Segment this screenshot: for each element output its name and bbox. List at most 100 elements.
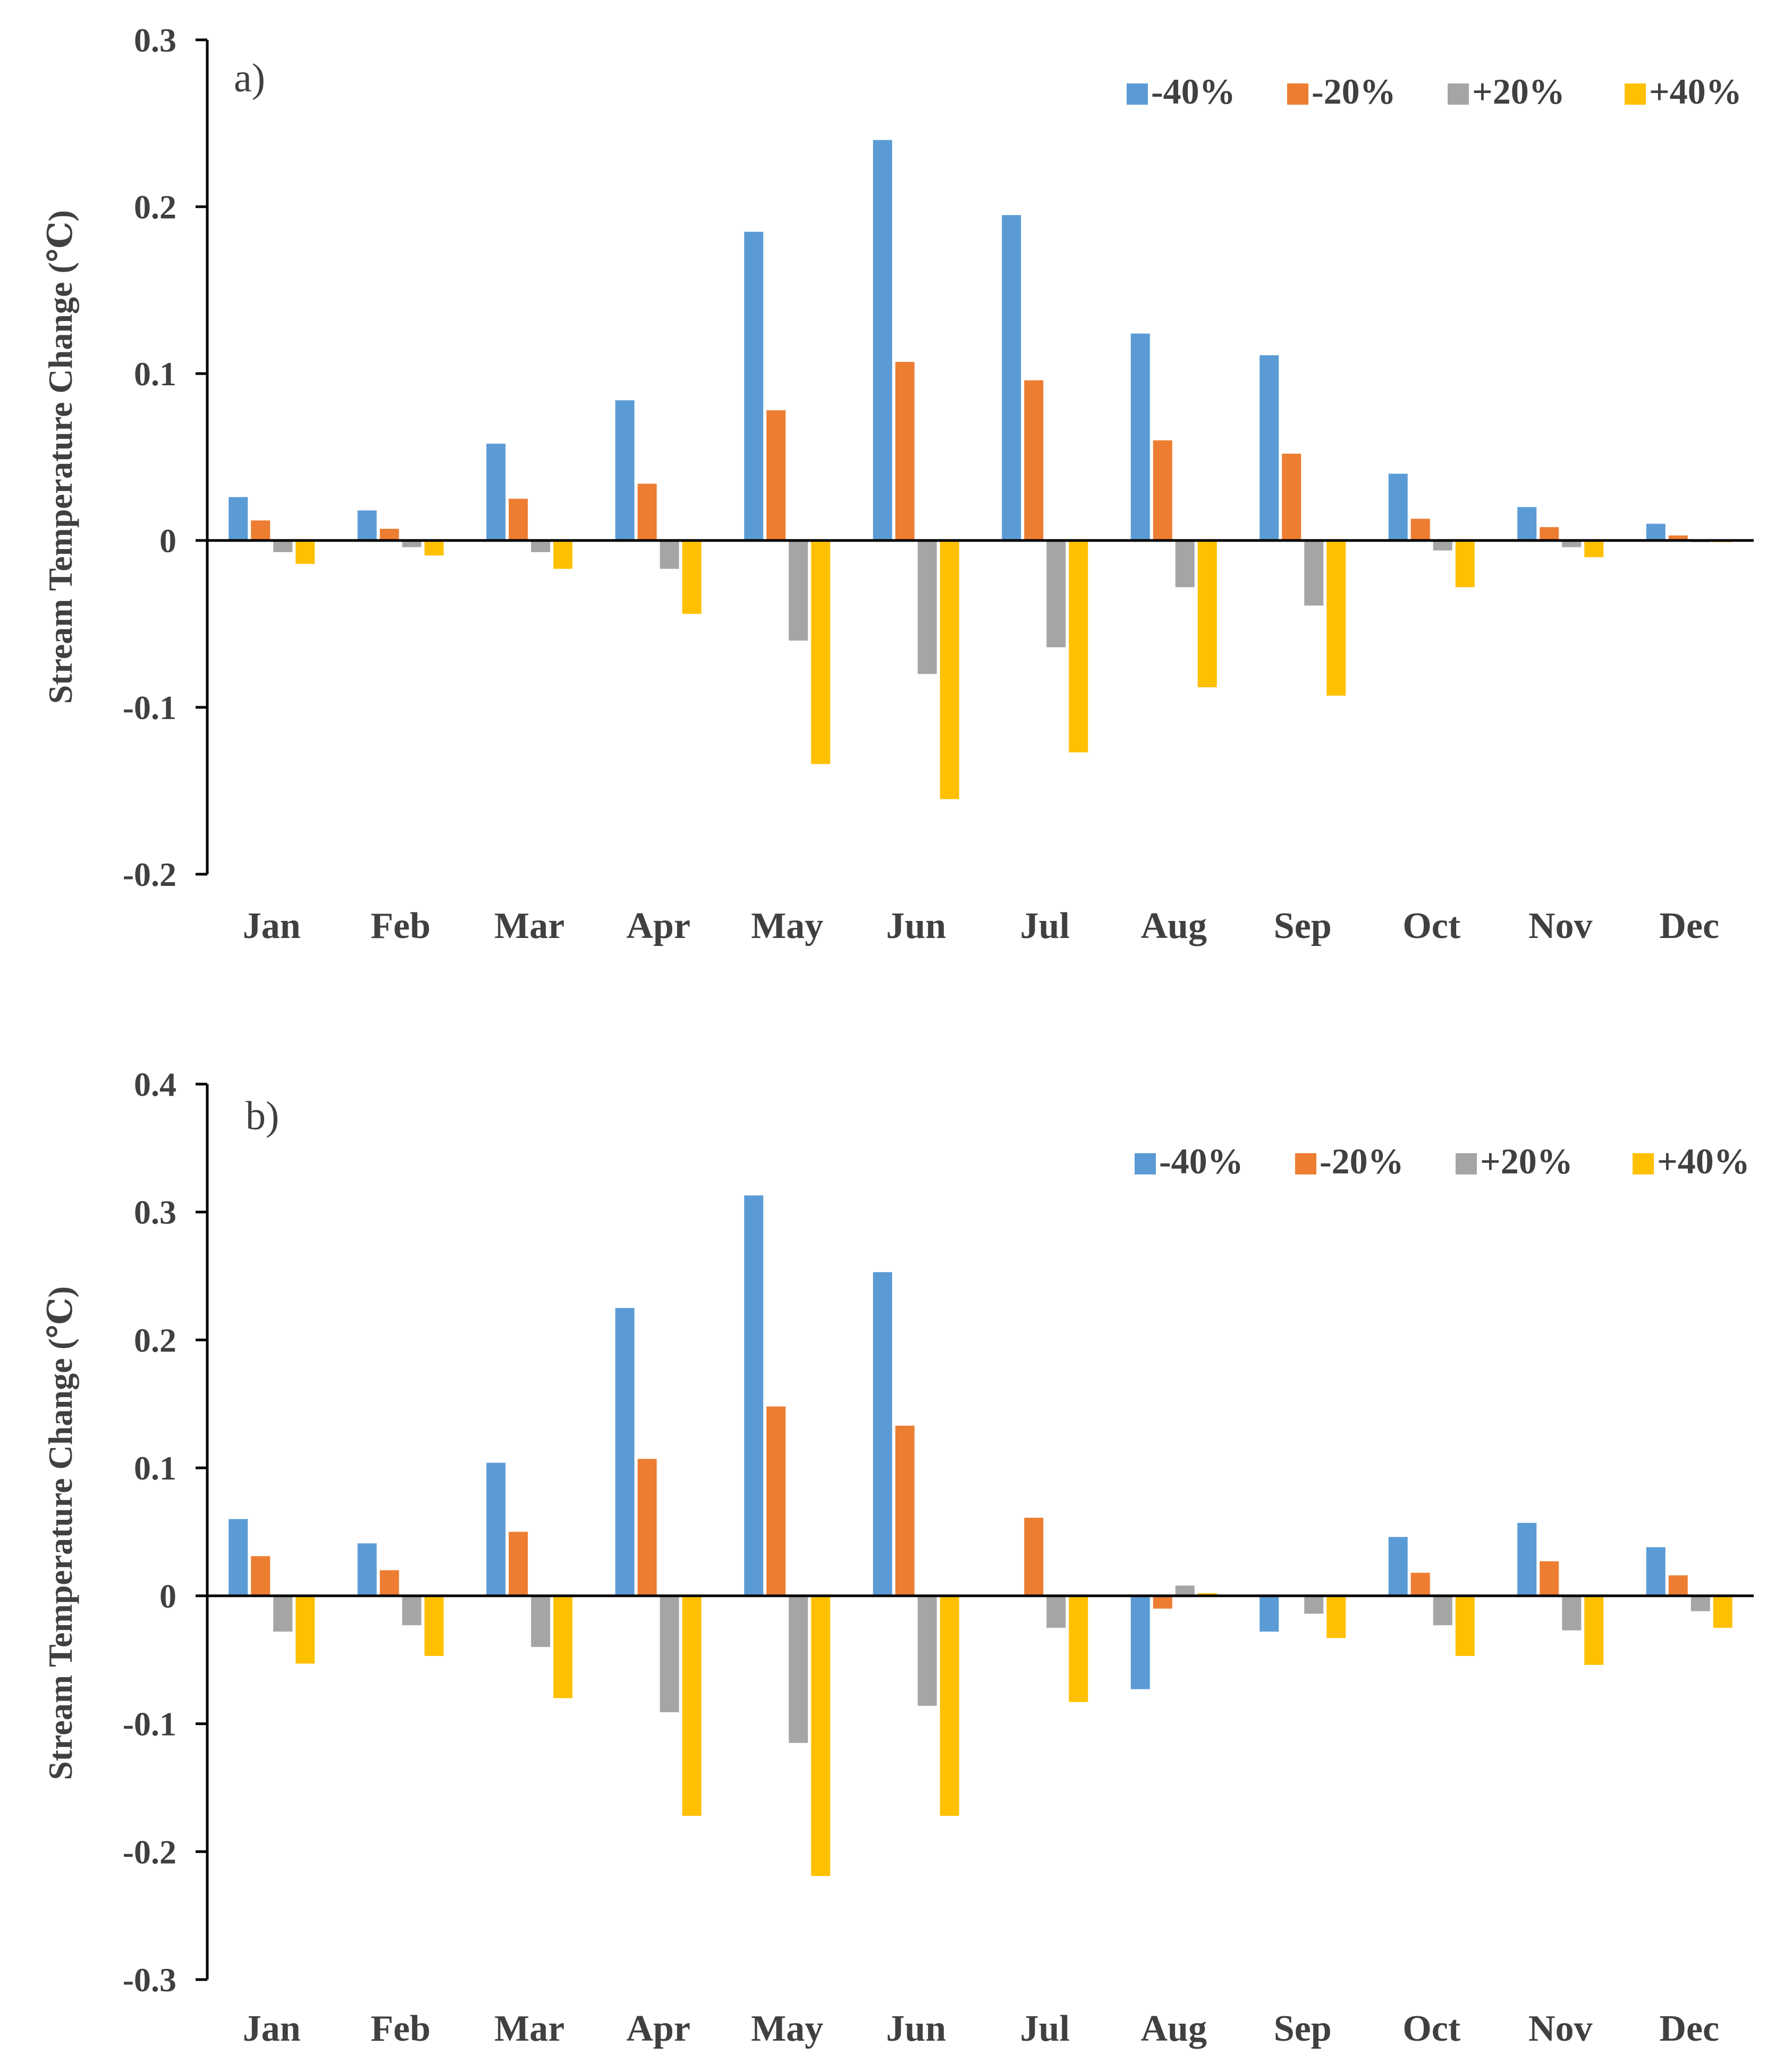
bar [1153, 1595, 1172, 1609]
bar [1197, 540, 1217, 688]
bars-a [229, 140, 1732, 799]
legend-swatch [1448, 83, 1469, 105]
bar [273, 540, 293, 552]
x-tick-label: Jan [243, 2008, 301, 2049]
y-tick-label: 0.2 [134, 188, 176, 226]
series-b-3 [295, 1593, 1732, 1876]
legend-item: -20% [1287, 71, 1396, 112]
bar [744, 1195, 764, 1596]
y-ticks-b: -0.3 -0.2 -0.1 0 0.1 0.2 0.3 0.4 [123, 1066, 207, 1999]
y-tick-label: -0.3 [123, 1961, 176, 1999]
y-tick-label: 0 [159, 1577, 176, 1615]
series-b-2 [273, 1585, 1710, 1743]
bar [402, 540, 421, 547]
x-tick-label: Aug [1141, 906, 1207, 946]
bar [1455, 540, 1475, 587]
bar [229, 497, 248, 540]
legend-b: -40% -20% +20% +40% [1135, 1141, 1750, 1181]
x-tick-label: Dec [1659, 906, 1719, 946]
bar [1175, 1585, 1195, 1596]
x-tick-label: May [751, 2008, 823, 2049]
chart-panel-a: Stream Temperature Change (℃) a) -0.2-0.… [41, 21, 1754, 946]
y-tick-label: -0.2 [123, 856, 176, 893]
bar [424, 1595, 444, 1656]
x-tick-label: Mar [494, 2008, 564, 2049]
bar [251, 1556, 271, 1596]
legend-swatch [1633, 1153, 1654, 1174]
bar [295, 540, 315, 564]
bar [1069, 540, 1088, 753]
legend-item: +20% [1448, 71, 1565, 112]
bar [1282, 453, 1301, 540]
y-ticks-a: -0.2 -0.1 0 0.1 0.2 0.3 [123, 21, 207, 893]
axes-a [206, 40, 1754, 874]
bar [1668, 1575, 1688, 1596]
bar [424, 540, 444, 556]
bar [553, 540, 573, 569]
bar [1304, 540, 1324, 606]
bar [1175, 540, 1195, 587]
bar [766, 410, 786, 540]
x-tick-label: Aug [1141, 2008, 1207, 2049]
x-tick-label: Oct [1402, 2008, 1460, 2049]
x-tick-label: Jan [243, 906, 301, 946]
axes-b [206, 1084, 1754, 1980]
bar [660, 1595, 679, 1712]
legend-swatch [1135, 1153, 1156, 1174]
bar [357, 510, 377, 540]
bar [509, 498, 528, 540]
bar [1326, 1595, 1346, 1638]
bar [1260, 1595, 1279, 1632]
x-tick-label: Jul [1020, 2008, 1070, 2049]
series-b-1 [251, 1406, 1688, 1609]
x-tick-label: Oct [1402, 906, 1460, 946]
bar [1388, 1537, 1408, 1596]
bar [402, 1595, 421, 1626]
x-tick-label: Dec [1659, 2008, 1719, 2049]
bar [637, 1459, 657, 1596]
legend-item: +40% [1633, 1141, 1750, 1181]
bar [1646, 523, 1666, 540]
bar [531, 540, 551, 552]
bar [379, 529, 399, 540]
y-tick-label: 0 [159, 522, 176, 560]
bar [1410, 519, 1430, 540]
series-b-0 [229, 1195, 1666, 1689]
bar [1024, 1518, 1044, 1596]
bar [615, 1308, 635, 1596]
x-tick-label: Apr [626, 906, 690, 946]
x-tick-label: Feb [370, 906, 430, 946]
panel-label-b: b) [246, 1094, 279, 1138]
y-axis-title-a: Stream Temperature Change (℃) [41, 210, 79, 704]
bar [1517, 507, 1537, 540]
bar [531, 1595, 551, 1647]
series-a-2 [273, 540, 1710, 674]
bar [660, 540, 679, 569]
bar [895, 362, 915, 540]
bar [615, 400, 635, 540]
bar [295, 1595, 315, 1664]
bar [895, 1425, 915, 1596]
bar [1540, 1561, 1559, 1596]
x-tick-label: Sep [1274, 2008, 1332, 2049]
legend-item: -40% [1127, 71, 1236, 112]
bar [273, 1595, 293, 1632]
x-tick-label: Jul [1020, 906, 1070, 946]
bar [1540, 527, 1559, 540]
x-tick-label: Apr [626, 2008, 690, 2049]
bar [1517, 1523, 1537, 1596]
bar [1410, 1572, 1430, 1596]
bar [1304, 1595, 1324, 1614]
x-tick-label: May [751, 906, 823, 946]
y-tick-label: 0.2 [134, 1321, 176, 1359]
y-tick-label: -0.2 [123, 1833, 176, 1871]
legend-label: +40% [1649, 71, 1742, 112]
bar [682, 1595, 701, 1816]
legend-swatch [1625, 83, 1646, 105]
bar [1646, 1547, 1666, 1596]
legend-swatch [1287, 83, 1308, 105]
bar [1713, 1595, 1732, 1628]
bar [1584, 1595, 1604, 1665]
x-tick-label: Jun [886, 2008, 946, 2049]
bar [1069, 1595, 1088, 1702]
